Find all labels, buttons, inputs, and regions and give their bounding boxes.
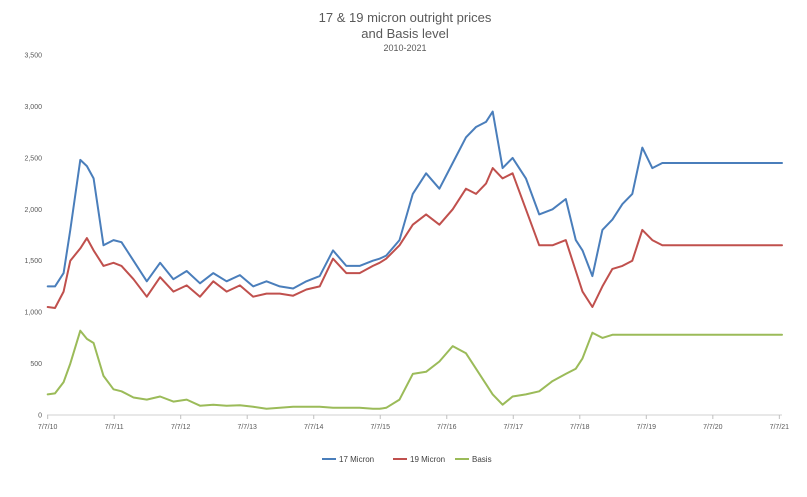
x-tick-label: 7/7/14 [304,424,324,431]
legend-label-19-micron: 19 Micron [410,455,445,464]
y-tick-label: 2,000 [24,207,42,214]
x-tick-label: 7/7/19 [637,424,657,431]
y-tick-label: 3,500 [24,53,42,60]
chart-title-line2: and Basis level [361,26,449,41]
chart-subtitle: 2010-2021 [383,43,426,53]
series-lines [46,110,783,410]
y-tick-label: 3,000 [24,104,42,111]
legend-label-17-micron: 17 Micron [339,455,374,464]
y-tick-label: 1,000 [24,310,42,317]
series-line-17-micron [46,110,783,290]
y-axis: 0 500 1,000 1,500 2,000 2,500 3,000 3,500 [24,53,42,420]
x-tick-label: 7/7/17 [504,424,524,431]
x-tick-label: 7/7/11 [105,424,124,431]
x-tick-label: 7/7/20 [703,424,723,431]
y-tick-label: 0 [38,413,42,420]
x-tick-label: 7/7/18 [570,424,590,431]
x-axis: 7/7/10 7/7/11 7/7/12 7/7/13 7/7/14 7/7/15 7/7/… [38,415,789,431]
legend: 17 Micron 19 Micron Basis [322,455,492,464]
series-line-19-micron [46,167,783,309]
x-tick-label: 7/7/15 [371,424,391,431]
x-tick-label: 7/7/12 [171,424,191,431]
x-tick-label: 7/7/21 [770,424,790,431]
x-tick-label: 7/7/16 [437,424,457,431]
x-tick-label: 7/7/10 [38,424,58,431]
series-line-basis [46,329,783,410]
legend-label-basis: Basis [472,455,492,464]
y-tick-label: 2,500 [24,155,42,162]
chart-title-line1: 17 & 19 micron outright prices [319,10,492,25]
x-tick-label: 7/7/13 [237,424,257,431]
y-tick-label: 500 [30,361,42,368]
y-tick-label: 1,500 [24,258,42,265]
